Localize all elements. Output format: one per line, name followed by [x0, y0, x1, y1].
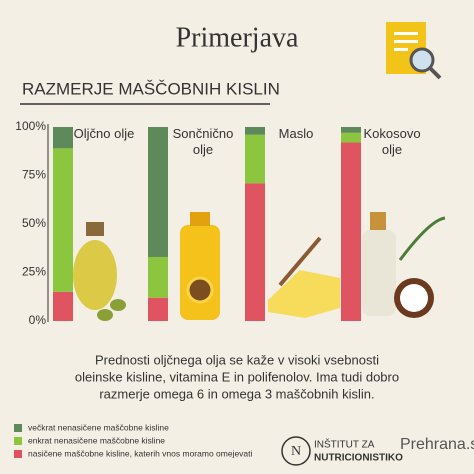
legend-swatch — [14, 450, 22, 458]
bar-segment — [245, 183, 265, 321]
document-icon — [386, 22, 442, 80]
category-label: Kokosovo olje — [363, 126, 421, 157]
y-tick-label: 50% — [22, 216, 46, 230]
footer: N INŠTITUT ZA NUTRICIONISTIKO Prehrana.s… — [281, 436, 474, 466]
svg-text:N: N — [291, 444, 301, 459]
legend-swatch — [14, 437, 22, 445]
bar-segment — [341, 132, 361, 143]
y-tick-label: 100% — [15, 119, 46, 133]
institute-line: INŠTITUT ZA — [314, 438, 375, 451]
y-tick-label: 25% — [22, 265, 46, 279]
bar-segment — [245, 127, 265, 135]
note-line: Prednosti oljčnega olja se kaže v visoki… — [95, 352, 379, 367]
bar-segment — [53, 291, 73, 321]
chart-title: RAZMERJE MAŠČOBNIH KISLIN — [22, 79, 280, 98]
bar-segment — [341, 127, 361, 133]
y-tick-label: 0% — [29, 313, 47, 327]
note-line: razmerje omega 6 in omega 3 maščobnih ki… — [99, 386, 374, 401]
legend-label: večkrat nenasičene maščobne kisline — [28, 422, 169, 432]
category-label: Sončnično olje — [172, 126, 234, 157]
bar-segment — [53, 127, 73, 149]
page-title: Primerjava — [176, 22, 299, 53]
legend-label: enkrat nenasičene maščobne kisline — [28, 435, 165, 445]
note-line: oleinske kisline, vitamina E in polifeno… — [75, 369, 399, 384]
bar-segment — [148, 297, 168, 321]
y-tick-label: 75% — [22, 168, 46, 182]
category-label: Oljčno olje — [73, 126, 135, 141]
category-label: Maslo — [278, 126, 314, 141]
legend-swatch — [14, 424, 22, 432]
bar-segment — [341, 142, 361, 321]
site-name: Prehrana.si — [400, 436, 474, 453]
illustrations — [73, 212, 446, 321]
bar-segment — [148, 127, 168, 257]
note: Prednosti oljčnega olja se kaže v visoki… — [75, 352, 399, 401]
bar-segment — [245, 134, 265, 184]
bar-segment — [148, 256, 168, 298]
legend-label: nasičene maščobne kisline, katerih vnos … — [28, 448, 253, 458]
bar-segment — [53, 148, 73, 292]
institute-line: NUTRICIONISTIKO — [314, 453, 403, 464]
